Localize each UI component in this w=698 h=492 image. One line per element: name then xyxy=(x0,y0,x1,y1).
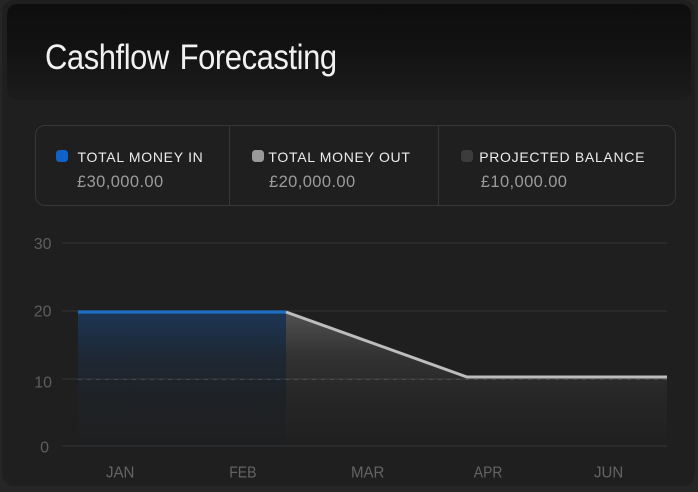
svg-text:MAR: MAR xyxy=(351,465,384,482)
svg-text:10: 10 xyxy=(34,375,52,392)
svg-text:30: 30 xyxy=(34,236,52,253)
svg-text:0: 0 xyxy=(40,440,49,457)
svg-text:JUN: JUN xyxy=(594,465,623,482)
svg-text:FEB: FEB xyxy=(229,465,256,482)
svg-text:APR: APR xyxy=(474,465,503,482)
svg-text:JAN: JAN xyxy=(106,465,135,482)
svg-text:20: 20 xyxy=(34,304,52,321)
